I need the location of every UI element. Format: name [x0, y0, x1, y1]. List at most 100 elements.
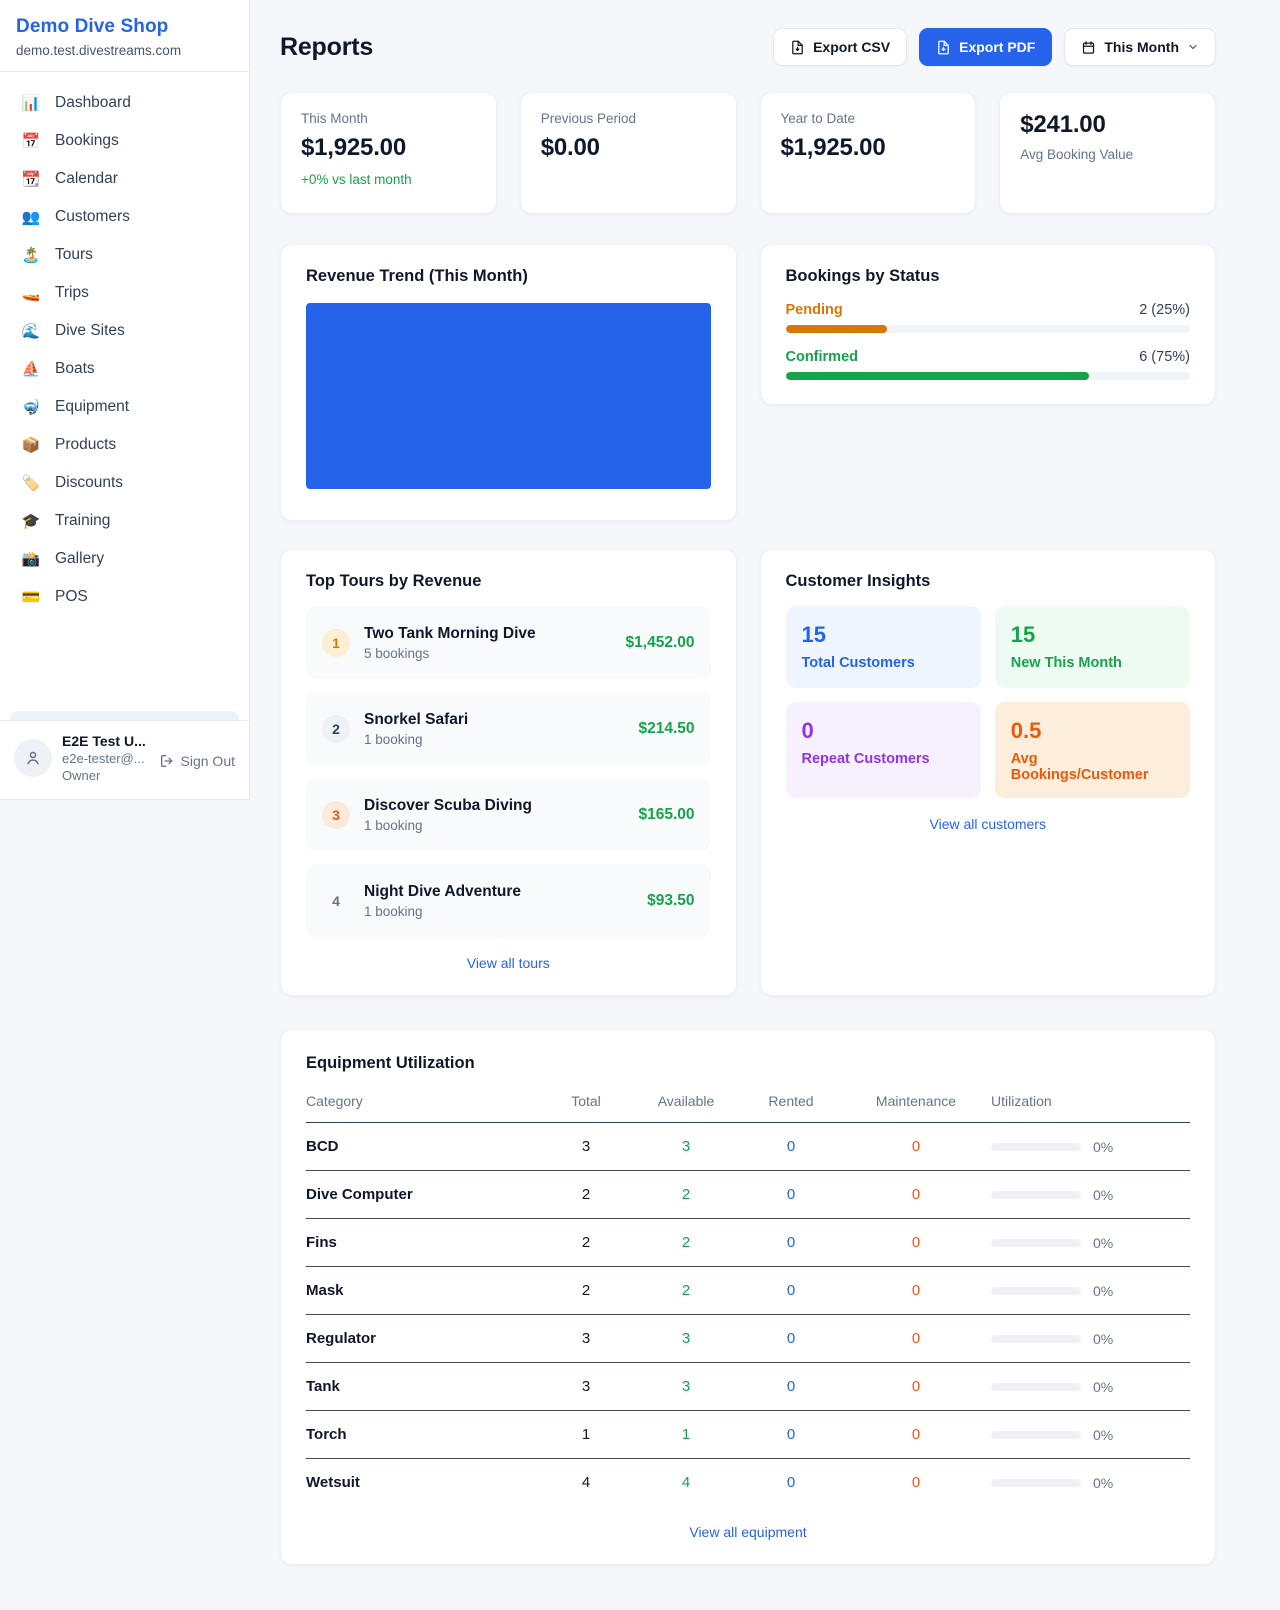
export-csv-label: Export CSV — [813, 39, 891, 55]
utilization-bar — [991, 1238, 1081, 1247]
page-header: Reports Export CSV Expor — [280, 28, 1216, 66]
sidebar-item-calendar[interactable]: 📆 Calendar — [10, 160, 239, 198]
sidebar-item-pos[interactable]: 💳 POS — [10, 578, 239, 616]
table-row: Regulator 3 3 0 0 0% — [306, 1314, 1190, 1363]
equipment-maintenance: 0 — [841, 1170, 991, 1219]
stat-card-year-to-date: Year to Date $1,925.00 — [759, 92, 977, 214]
stat-value: $241.00 — [1020, 111, 1106, 138]
equipment-table: Category Total Available Rented Maintena… — [306, 1087, 1190, 1506]
file-download-icon — [792, 40, 803, 54]
status-row-pending: Pending 2 (25%) — [785, 302, 1190, 333]
equipment-rented: 0 — [741, 1266, 841, 1315]
user-info: E2E Test U... e2e-tester@... Owner — [62, 733, 149, 783]
sidebar-item-dashboard[interactable]: 📊 Dashboard — [10, 84, 239, 122]
sign-out-label: Sign Out — [180, 753, 235, 769]
calendar-icon: 📆 — [21, 169, 41, 188]
utilization-bar — [991, 1334, 1081, 1343]
credit-card-icon: 💳 — [21, 587, 41, 606]
tour-amount: $214.50 — [638, 719, 695, 737]
rank-badge: 4 — [332, 892, 340, 909]
equipment-rented: 0 — [741, 1314, 841, 1363]
utilization-percent: 0% — [1093, 1234, 1114, 1251]
view-all-tours-link[interactable]: View all tours — [466, 955, 550, 971]
stat-card-avg-booking-value: $241.00 Avg Booking Value — [999, 92, 1216, 214]
revenue-trend-card: Revenue Trend (This Month) — [280, 244, 737, 521]
view-all-customers-link[interactable]: View all customers — [929, 816, 1046, 832]
equipment-total: 2 — [541, 1170, 631, 1219]
sidebar-nav: 📊 Dashboard 📅 Bookings 📆 Calendar 👥 Cust… — [0, 72, 249, 711]
sidebar-item-label: Discounts — [55, 474, 124, 491]
sidebar-item-reports-partial[interactable] — [10, 711, 239, 720]
wave-icon: 🌊 — [21, 321, 41, 340]
equipment-category: BCD — [306, 1122, 541, 1171]
col-utilization: Utilization — [991, 1087, 1190, 1123]
sidebar-item-customers[interactable]: 👥 Customers — [10, 198, 239, 236]
equipment-category: Fins — [306, 1218, 541, 1267]
sidebar-item-training[interactable]: 🎓 Training — [10, 502, 239, 540]
top-tours-card: Top Tours by Revenue 1 Two Tank Morning … — [280, 549, 737, 996]
sign-out-button[interactable]: Sign Out — [159, 753, 235, 769]
export-csv-button[interactable]: Export CSV — [773, 28, 908, 66]
charts-row: Revenue Trend (This Month) Bookings by S… — [280, 244, 1216, 521]
tour-row: 3 Discover Scuba Diving 1 booking $165.0… — [306, 778, 711, 851]
equipment-category: Wetsuit — [306, 1474, 360, 1491]
tile-new-this-month: 15 New This Month — [994, 606, 1190, 688]
sidebar-item-label: Equipment — [55, 398, 130, 415]
export-pdf-button[interactable]: Export PDF — [919, 28, 1053, 66]
tile-label: Total Customers — [801, 655, 915, 671]
sidebar-item-bookings[interactable]: 📅 Bookings — [10, 122, 239, 160]
island-icon: 🏝️ — [21, 245, 41, 264]
sidebar-item-discounts[interactable]: 🏷️ Discounts — [10, 464, 239, 502]
customer-insights-card: Customer Insights 15 Total Customers 15 … — [759, 549, 1216, 996]
utilization-bar — [991, 1142, 1081, 1151]
table-row: Tank 3 3 0 0 0% — [306, 1362, 1190, 1411]
status-bar-fill — [785, 325, 887, 333]
utilization-percent: 0% — [1093, 1186, 1114, 1203]
equipment-rented: 0 — [741, 1410, 841, 1459]
graduation-cap-icon: 🎓 — [21, 511, 41, 530]
sidebar-item-products[interactable]: 📦 Products — [10, 426, 239, 464]
period-dropdown[interactable]: This Month — [1064, 28, 1216, 66]
equipment-category: Dive Computer — [306, 1170, 541, 1219]
sidebar-item-tours[interactable]: 🏝️ Tours — [10, 236, 239, 274]
insight-tiles: 15 Total Customers 15 New This Month 0 R… — [785, 606, 1190, 798]
sidebar-item-trips[interactable]: 🚤 Trips — [10, 274, 239, 312]
col-total: Total — [541, 1087, 631, 1123]
tile-value: 15 — [1010, 622, 1036, 647]
stat-label: This Month — [301, 111, 368, 126]
table-row: BCD 3 3 0 0 0% — [306, 1122, 1190, 1171]
table-row: Dive Computer 2 2 0 0 0% — [306, 1170, 1190, 1219]
avatar — [14, 739, 52, 777]
tour-amount: $93.50 — [647, 891, 695, 909]
equipment-rented: 0 — [741, 1122, 841, 1171]
sidebar-item-gallery[interactable]: 📸 Gallery — [10, 540, 239, 578]
equipment-rented: 0 — [741, 1170, 841, 1219]
view-all-equipment-link[interactable]: View all equipment — [689, 1524, 807, 1540]
sidebar-item-equipment[interactable]: 🤿 Equipment — [10, 388, 239, 426]
equipment-utilization-title: Equipment Utilization — [306, 1054, 475, 1072]
equipment-maintenance: 0 — [841, 1410, 991, 1459]
bookings-by-status-card: Bookings by Status Pending 2 (25%) Confi… — [759, 244, 1216, 405]
equipment-category: Torch — [306, 1410, 541, 1459]
equipment-total: 3 — [541, 1314, 631, 1363]
rank-badge: 3 — [322, 800, 350, 829]
tour-row: 2 Snorkel Safari 1 booking $214.50 — [306, 692, 711, 765]
equipment-total: 1 — [541, 1410, 631, 1459]
utilization-bar — [991, 1382, 1081, 1391]
sidebar-item-label: Tours — [55, 246, 93, 263]
logout-icon — [160, 755, 172, 767]
sidebar-item-dive-sites[interactable]: 🌊 Dive Sites — [10, 312, 239, 350]
tour-amount: $165.00 — [638, 805, 695, 823]
sidebar-item-boats[interactable]: ⛵ Boats — [10, 350, 239, 388]
shop-name: Demo Dive Shop — [16, 16, 169, 37]
sailboat-icon: ⛵ — [21, 359, 41, 378]
status-bar-track — [785, 325, 1190, 333]
tile-value: 0.5 — [1010, 718, 1042, 743]
equipment-category: Tank — [306, 1362, 541, 1411]
equipment-available: 2 — [631, 1218, 741, 1267]
rank-badge: 1 — [322, 628, 350, 657]
tile-repeat-customers: 0 Repeat Customers — [785, 702, 981, 798]
stat-value: $1,925.00 — [780, 134, 886, 161]
tag-icon: 🏷️ — [21, 473, 41, 492]
tile-value: 0 — [801, 718, 814, 743]
